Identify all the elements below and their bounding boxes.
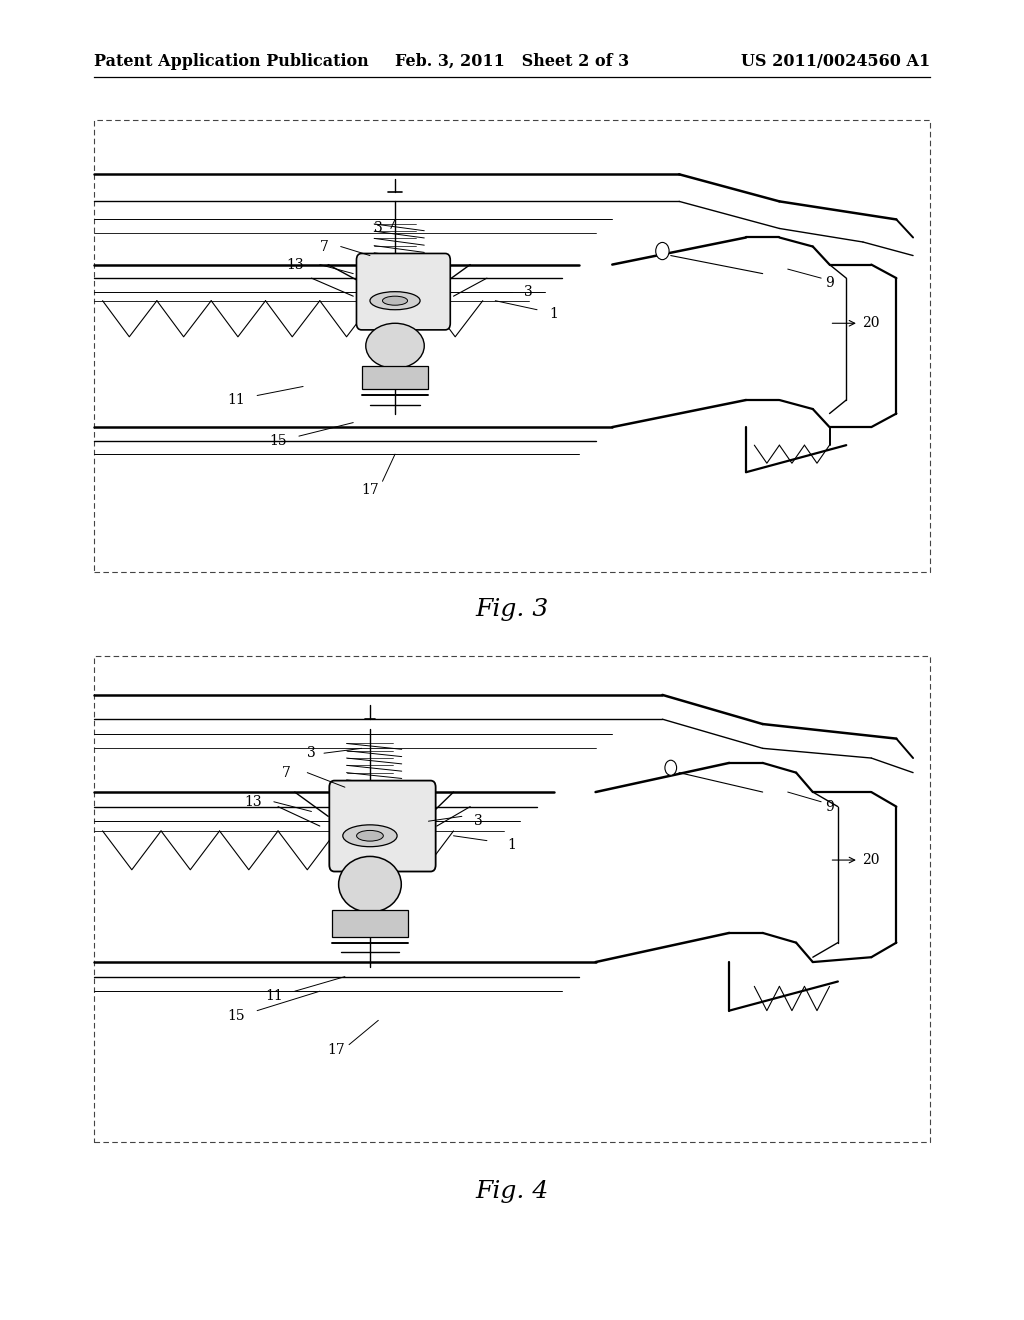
Ellipse shape xyxy=(383,296,408,305)
FancyBboxPatch shape xyxy=(330,780,435,871)
Ellipse shape xyxy=(366,323,424,368)
Ellipse shape xyxy=(339,857,401,912)
Text: 11: 11 xyxy=(265,989,283,1003)
Text: Fig. 3: Fig. 3 xyxy=(475,598,549,622)
Text: 3: 3 xyxy=(474,814,483,828)
Text: 15: 15 xyxy=(269,434,287,447)
Ellipse shape xyxy=(356,830,383,841)
Text: 17: 17 xyxy=(328,1043,345,1056)
Text: 13: 13 xyxy=(244,795,262,809)
Text: 15: 15 xyxy=(227,1008,245,1023)
Text: 11: 11 xyxy=(227,393,245,407)
Bar xyxy=(94,656,930,1142)
Text: 7: 7 xyxy=(319,239,329,253)
Text: 20: 20 xyxy=(862,317,880,330)
Ellipse shape xyxy=(343,825,397,846)
Text: 20: 20 xyxy=(862,853,880,867)
Text: 1: 1 xyxy=(508,838,516,853)
Text: 3: 3 xyxy=(524,285,534,298)
Bar xyxy=(94,120,930,572)
Text: 13: 13 xyxy=(286,257,303,272)
Bar xyxy=(333,909,408,937)
Text: 3: 3 xyxy=(307,746,315,760)
Bar xyxy=(94,120,930,572)
Text: 9: 9 xyxy=(825,800,834,813)
Circle shape xyxy=(655,243,669,260)
Bar xyxy=(94,656,930,1142)
Text: Patent Application Publication: Patent Application Publication xyxy=(94,53,369,70)
Bar xyxy=(361,366,428,388)
Text: 7: 7 xyxy=(282,766,291,780)
Text: 9: 9 xyxy=(825,276,834,289)
Text: 3: 3 xyxy=(374,222,383,235)
Text: Fig. 4: Fig. 4 xyxy=(475,1180,549,1204)
Text: US 2011/0024560 A1: US 2011/0024560 A1 xyxy=(740,53,930,70)
Text: 17: 17 xyxy=(361,483,379,498)
Text: 1: 1 xyxy=(549,308,558,321)
Circle shape xyxy=(665,760,677,775)
FancyBboxPatch shape xyxy=(356,253,451,330)
Text: Feb. 3, 2011   Sheet 2 of 3: Feb. 3, 2011 Sheet 2 of 3 xyxy=(395,53,629,70)
Ellipse shape xyxy=(370,292,420,310)
